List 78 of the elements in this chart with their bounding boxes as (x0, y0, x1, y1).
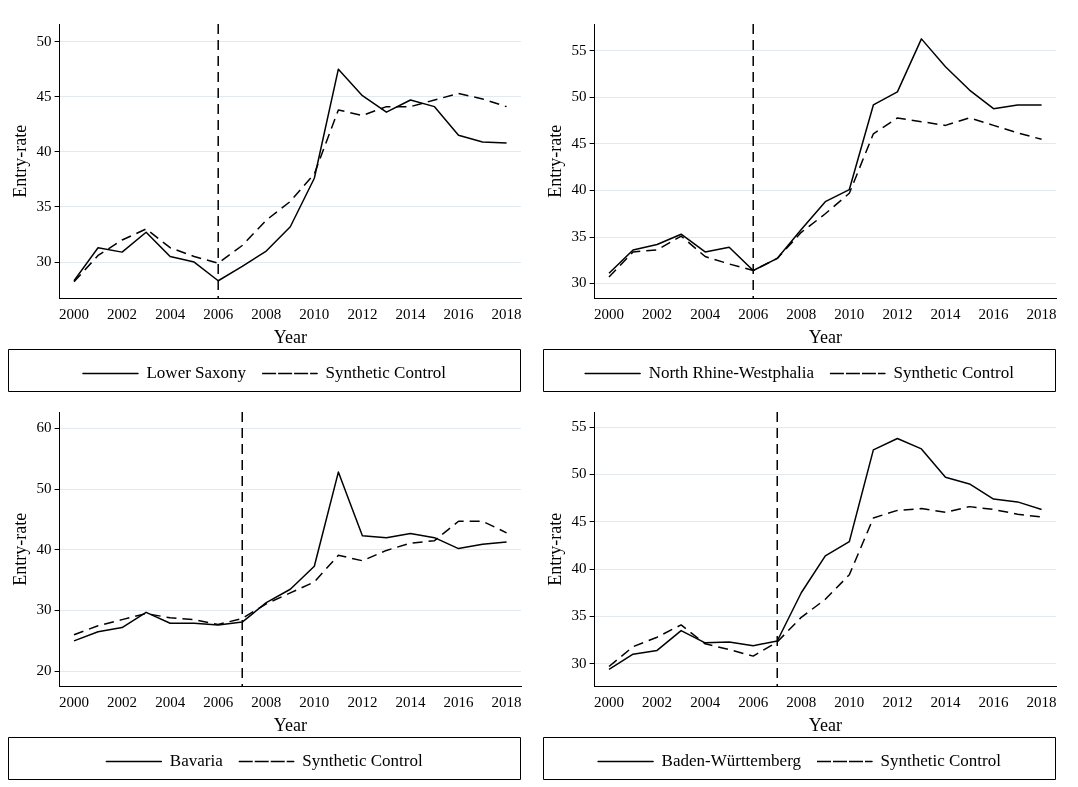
x-tick-label: 2004 (690, 306, 721, 323)
x-tick-label: 2002 (107, 306, 138, 323)
legend-label: Synthetic Control (302, 750, 423, 770)
x-tick-label: 2018 (1026, 694, 1057, 711)
legend-label: North Rhine-Westphalia (648, 362, 815, 382)
x-tick-label: 2008 (251, 694, 282, 711)
y-tick-label: 50 (36, 32, 52, 49)
x-tick-label: 2006 (738, 306, 769, 323)
x-tick-label: 2010 (299, 694, 330, 711)
y-axis-title: Entry-rate (9, 124, 30, 198)
legend-label: Synthetic Control (880, 750, 1002, 770)
y-tick-label: 50 (36, 480, 52, 497)
x-tick-label: 2008 (786, 306, 817, 323)
legend-label: Lower Saxony (146, 362, 247, 382)
x-tick-label: 2000 (59, 306, 90, 323)
y-tick-label: 40 (36, 142, 52, 159)
legend-label: Baden-Württemberg (661, 750, 802, 770)
y-tick-label: 30 (571, 274, 587, 291)
x-tick-label: 2014 (930, 694, 961, 711)
y-tick-label: 40 (571, 181, 587, 198)
y-tick-label: 30 (36, 252, 52, 269)
x-tick-label: 2010 (299, 306, 330, 323)
x-tick-label: 2006 (203, 306, 234, 323)
y-tick-label: 20 (36, 662, 52, 679)
x-tick-label: 2000 (594, 694, 625, 711)
x-tick-label: 2002 (642, 306, 673, 323)
y-tick-label: 30 (571, 654, 587, 671)
y-axis-title: Entry-rate (9, 512, 30, 586)
legend-label: Synthetic Control (325, 362, 447, 382)
y-tick-label: 45 (571, 134, 587, 151)
x-tick-label: 2002 (107, 694, 138, 711)
x-tick-label: 2004 (155, 694, 186, 711)
x-tick-label: 2008 (251, 306, 282, 323)
x-tick-label: 2018 (491, 306, 522, 323)
x-tick-label: 2012 (347, 306, 378, 323)
x-tick-label: 2002 (642, 694, 673, 711)
x-tick-label: 2016 (443, 694, 475, 711)
y-tick-label: 60 (36, 419, 52, 436)
x-tick-label: 2016 (978, 694, 1010, 711)
legend-label: Bavaria (169, 750, 224, 770)
x-tick-label: 2008 (786, 694, 817, 711)
y-tick-label: 50 (571, 465, 587, 482)
x-tick-label: 2018 (491, 694, 522, 711)
x-tick-label: 2016 (443, 306, 475, 323)
x-tick-label: 2012 (882, 306, 913, 323)
x-tick-label: 2012 (347, 694, 378, 711)
y-tick-label: 35 (36, 197, 52, 214)
x-tick-label: 2012 (882, 694, 913, 711)
x-tick-label: 2014 (930, 306, 961, 323)
x-axis-title: Year (273, 714, 307, 735)
y-tick-label: 45 (36, 87, 52, 104)
y-tick-label: 35 (571, 607, 587, 624)
y-tick-label: 35 (571, 227, 587, 244)
y-tick-label: 50 (571, 88, 587, 105)
x-tick-label: 2000 (594, 306, 625, 323)
x-tick-label: 2004 (690, 694, 721, 711)
y-tick-label: 45 (571, 512, 587, 529)
x-tick-label: 2014 (395, 306, 426, 323)
x-tick-label: 2006 (738, 694, 769, 711)
x-tick-label: 2010 (834, 306, 865, 323)
y-tick-label: 30 (36, 601, 52, 618)
y-tick-label: 40 (571, 560, 587, 577)
x-tick-label: 2006 (203, 694, 234, 711)
y-axis-title: Entry-rate (544, 124, 565, 198)
y-tick-label: 55 (571, 418, 587, 435)
x-tick-label: 2004 (155, 306, 186, 323)
x-tick-label: 2014 (395, 694, 426, 711)
x-tick-label: 2010 (834, 694, 865, 711)
y-tick-label: 55 (571, 41, 587, 58)
x-axis-title: Year (273, 326, 307, 347)
x-axis-title: Year (808, 326, 842, 347)
x-tick-label: 2000 (59, 694, 90, 711)
legend-label: Synthetic Control (893, 362, 1015, 382)
y-axis-title: Entry-rate (544, 512, 565, 586)
x-axis-title: Year (808, 714, 842, 735)
y-tick-label: 40 (36, 540, 52, 557)
x-tick-label: 2016 (978, 306, 1010, 323)
x-tick-label: 2018 (1026, 306, 1057, 323)
